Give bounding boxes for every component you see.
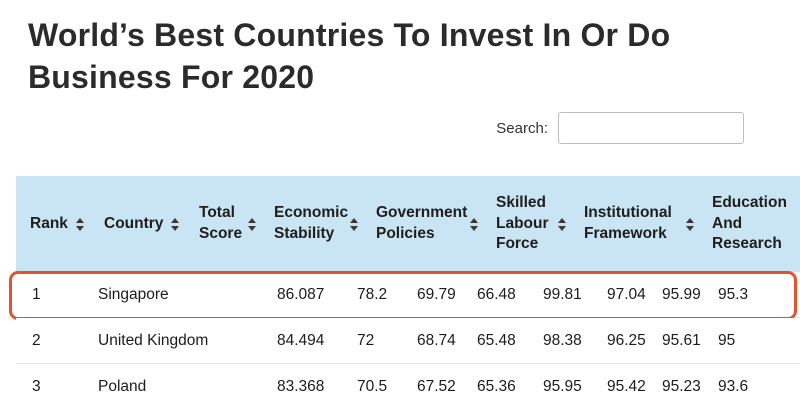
score-cell: 95	[718, 331, 736, 349]
rank-cell: 1	[32, 285, 41, 303]
column-header-institutional-framework[interactable]: Institutional Framework	[570, 176, 698, 272]
country-cell: United Kingdom	[98, 331, 209, 349]
score-cell: 95.3	[718, 285, 749, 303]
column-header-rank[interactable]: Rank	[16, 176, 90, 272]
column-header-government-policies[interactable]: Government Policies	[362, 176, 482, 272]
sort-icon[interactable]	[558, 217, 566, 231]
table-header-row: Rank Country Total Score Economic Stabil…	[16, 176, 800, 272]
page: World’s Best Countries To Invest In Or D…	[0, 14, 800, 400]
score-cell: 97.04	[607, 285, 646, 303]
column-header-label: Government Policies	[376, 204, 468, 242]
table-row[interactable]: 3 Poland 83.368 70.5 67.52 65.36 95.95 9…	[16, 364, 800, 400]
column-header-education-and-research[interactable]: Education And Research	[698, 176, 800, 272]
column-header-label: Education And Research	[712, 193, 787, 253]
column-header-label: Economic Stability	[274, 204, 349, 242]
column-header-economic-stability[interactable]: Economic Stability	[260, 176, 362, 272]
score-cell: 95.23	[662, 377, 701, 395]
table-row-container: 2 United Kingdom 84.494 72 68.74 65.48 9…	[16, 318, 800, 364]
score-cell: 66.48	[477, 285, 516, 303]
page-title: World’s Best Countries To Invest In Or D…	[28, 17, 671, 96]
score-cell: 95.95	[543, 377, 582, 395]
score-cell: 68.74	[417, 331, 456, 349]
country-cell: Poland	[98, 377, 147, 395]
score-cell: 65.36	[477, 377, 516, 395]
column-header-label: Country	[104, 214, 164, 232]
sort-icon[interactable]	[686, 217, 694, 231]
score-cell: 78.2	[357, 285, 388, 303]
column-header-label: Total Score	[199, 204, 243, 242]
score-cell: 83.368	[277, 377, 325, 395]
score-cell: 95.99	[662, 285, 701, 303]
score-cell: 98.38	[543, 331, 582, 349]
score-cell: 65.48	[477, 331, 516, 349]
sort-icon[interactable]	[350, 217, 358, 231]
column-header-total-score[interactable]: Total Score	[185, 176, 260, 272]
sort-icon[interactable]	[171, 217, 180, 231]
sort-icon[interactable]	[248, 217, 256, 231]
search-bar: Search:	[0, 112, 744, 145]
score-cell: 93.6	[718, 377, 749, 395]
column-header-skilled-labour-force[interactable]: Skilled Labour Force	[482, 176, 570, 272]
table-row[interactable]: 1 Singapore 86.087 78.2 69.79 66.48 99.8…	[16, 272, 800, 318]
column-header-label: Institutional Framework	[584, 204, 672, 242]
search-label: Search:	[496, 119, 548, 137]
rank-cell: 3	[32, 377, 41, 395]
score-cell: 86.087	[277, 285, 325, 303]
score-cell: 95.42	[607, 377, 646, 395]
score-cell: 96.25	[607, 331, 646, 349]
score-cell: 72	[357, 331, 375, 349]
search-input[interactable]	[558, 112, 744, 145]
sort-icon[interactable]	[75, 217, 84, 231]
table-row-container: 1 Singapore 86.087 78.2 69.79 66.48 99.8…	[9, 271, 800, 320]
score-cell: 67.52	[417, 377, 456, 395]
score-cell: 84.494	[277, 331, 325, 349]
score-cell: 70.5	[357, 377, 388, 395]
column-header-label: Skilled Labour Force	[496, 193, 549, 253]
column-header-country[interactable]: Country	[90, 176, 185, 272]
sort-icon[interactable]	[470, 217, 478, 231]
score-cell: 99.81	[543, 285, 582, 303]
country-cell: Singapore	[98, 285, 169, 303]
table-row[interactable]: 2 United Kingdom 84.494 72 68.74 65.48 9…	[16, 318, 800, 364]
rank-cell: 2	[32, 331, 41, 349]
score-cell: 69.79	[417, 285, 456, 303]
countries-table: Rank Country Total Score Economic Stabil…	[9, 176, 800, 400]
table-row-container: 3 Poland 83.368 70.5 67.52 65.36 95.95 9…	[16, 364, 800, 400]
column-header-label: Rank	[30, 214, 68, 232]
score-cell: 95.61	[662, 331, 701, 349]
